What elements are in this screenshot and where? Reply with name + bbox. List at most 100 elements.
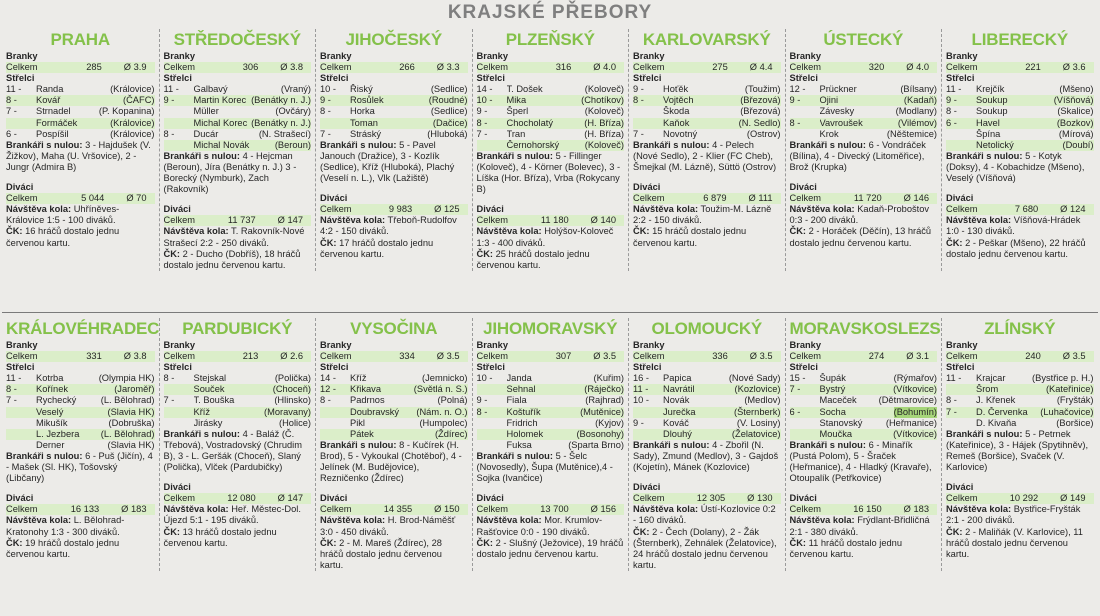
region-panel: MORAVSKOSLEZSKÝBrankyCelkem274Ø 3.1Střel… <box>784 318 941 571</box>
region-panel: STŘEDOČESKÝ Branky Celkem 306 Ø 3.8 Střelci 11… <box>158 29 316 271</box>
strelci-heading: Střelci <box>476 73 505 84</box>
scorer-name: Pikl <box>350 417 365 428</box>
goals-average: Ø 3.5 <box>436 351 460 362</box>
goals-row: Celkem 306 Ø 3.8 <box>163 62 311 74</box>
scorer-club: (Mšeno) <box>1059 84 1094 95</box>
celkem-label: Celkem <box>789 62 822 73</box>
scorer-club: (Benátky n. J.) <box>251 95 311 106</box>
scorer-goals: 11 - <box>946 373 962 384</box>
ck-label: ČK: <box>163 526 181 537</box>
scorer-row: Derner (Slavia HK) <box>6 440 155 451</box>
divaci-heading: Diváci <box>320 193 348 204</box>
region-title: STŘEDOČESKÝ <box>173 30 301 49</box>
scorer-name: Dlouhý <box>663 428 692 439</box>
shutouts-label: Brankáři s nulou: <box>633 439 710 450</box>
celkem-label: Celkem <box>476 351 509 362</box>
spacer <box>946 473 1094 482</box>
ck-label: ČK: <box>633 526 650 537</box>
region-title: OLOMOUCKÝ <box>651 319 763 338</box>
strelci-heading: Střelci <box>163 362 192 373</box>
region-title: LIBERECKÝ <box>971 30 1069 49</box>
navsteva-value: Mor. Krumlov-Rašťovice 0:0 - 190 diváků. <box>476 515 603 537</box>
scorer-goals: 7 - <box>946 406 957 417</box>
scorer-name: Fridrich <box>506 417 538 428</box>
scorer-name: Derner <box>36 439 65 450</box>
scorer-club: (Polička) <box>274 373 311 384</box>
goals-average: Ø 3.5 <box>593 351 616 362</box>
scorer-name: Ojini <box>819 95 839 106</box>
goals-average: Ø 3.5 <box>749 351 773 362</box>
scorer-club: (Ráječko) <box>584 384 624 395</box>
scorer-club: (Sedlice) <box>430 106 468 117</box>
scorer-goals: 9 - <box>946 95 957 106</box>
goals-total: 307 <box>555 351 572 362</box>
branky-heading: Branky <box>946 340 978 350</box>
branky-heading: Branky <box>6 340 38 350</box>
celkem-label: Celkem <box>633 62 665 73</box>
scorer-club: (Kuřim) <box>593 373 624 384</box>
region-panel: VYSOČINA Branky Celkem 334 Ø 3.5 Střelci 14 -K… <box>315 318 472 571</box>
scorer-club: (Rýmařov) <box>893 373 937 384</box>
goals-total: 320 <box>868 62 885 73</box>
scorer-row: 9 - Šperl (Kolovеč) <box>477 106 625 117</box>
attendance-row: Celkem 11 180 Ø 140 <box>476 215 624 227</box>
scorer-name: D. Červenka <box>976 406 1028 417</box>
region-title: KARLOVARSKÝ <box>642 30 771 49</box>
navsteva-label: Návštěva kola: <box>320 515 386 526</box>
page-title: KRAJSKÉ PŘEBORY <box>447 2 653 23</box>
scorer-club: (Luhačovice) <box>1040 406 1094 417</box>
region-panel: OLOMOUCKÝ Branky Celkem 336 Ø 3.5 Střelci 16 -… <box>628 318 785 571</box>
scorer-goals <box>6 418 36 429</box>
region-panel: PLZEŇSKÝ Branky Celkem 316 Ø 4.0 Střelci 14 -T… <box>471 29 629 271</box>
attendance-average: Ø 183 <box>903 504 929 515</box>
scorer-club: (Olympia HK) <box>98 373 155 384</box>
attendance-total: 16 150 <box>853 504 882 515</box>
scorer-goals: 9 - <box>163 95 175 106</box>
scorer-row: 16 - Papica (Nové Sady) <box>633 373 781 384</box>
shutouts-value: 5 - Fillinger (Kolovеč), 4 - Körner (Bol… <box>476 150 621 195</box>
region-title: KRÁLOVÉHRADECKÝ <box>6 319 159 338</box>
ck-label: ČK: <box>789 226 807 237</box>
scorer-name: Krajcar <box>976 373 1006 384</box>
scorer-name: Fuksa <box>506 439 532 450</box>
goals-average: Ø 4.0 <box>593 62 616 73</box>
attendance-average: Ø 124 <box>1060 204 1086 215</box>
scorer-row: Netolický (Doubí) <box>946 139 1094 151</box>
shutouts-value: 4 - Pelech (Nové Sedlo), 2 - Klier (FC C… <box>633 139 777 172</box>
branky-heading: Branky <box>320 51 352 61</box>
goals-average: Ø 3.3 <box>436 62 460 73</box>
ck-value: 19 hráčů dostalo jednu červenou kartu. <box>6 537 120 559</box>
scorer-name: Novák <box>663 395 690 406</box>
scorer-name: Hoťěk <box>663 84 689 95</box>
scorer-club: (N. Sedlo) <box>738 117 781 128</box>
regions-row-1: PRAHA Branky Celkem 285 Ø 3.9 Střelci 11 - Rand… <box>2 29 1098 271</box>
scorer-row: 11 - Navrátil (Kozlovice) <box>633 384 781 396</box>
attendance-row: Celkem 13 700 Ø 156 <box>476 504 624 516</box>
scorer-row: Krok (Něštemice) <box>790 129 938 140</box>
attendance-average: Ø 149 <box>1060 493 1086 504</box>
scorer-goals: 8 - <box>320 395 331 406</box>
scorer-name: Michal Korec <box>193 117 248 128</box>
branky-heading: Branky <box>320 340 352 350</box>
scorer-name: Stanovský <box>819 417 863 428</box>
celkem-label: Celkem <box>633 193 665 204</box>
region-panel: PARDUBICKÝ Branky Celkem 213 Ø 2.6 Střelci 8 -… <box>158 318 316 571</box>
scorer-goals: 9 - <box>476 395 488 406</box>
goals-total: 285 <box>86 62 102 73</box>
attendance-total: 14 355 <box>383 504 413 515</box>
celkem-label: Celkem <box>476 215 509 226</box>
shutouts-text: Brankáři s nulou: 6 - Puš (Jičín), 4 - M… <box>6 451 155 484</box>
scorer-row: Pátek (Ždírec) <box>320 428 468 440</box>
navsteva-value: Bystřice-Fryšták 2:1 - 200 diváků. <box>946 504 1081 526</box>
scorer-club: (Kozlovice) <box>734 384 781 395</box>
divaci-heading: Diváci <box>946 193 974 204</box>
ck-label: ČK: <box>320 537 337 548</box>
scorer-club: (Březová) <box>740 95 781 106</box>
scorer-goals: 16 - <box>633 373 650 384</box>
scorer-club: (N. Strašecí) <box>258 128 311 139</box>
ck-label: ČK: <box>6 226 23 237</box>
scorer-goals <box>790 395 820 406</box>
scorer-club: (Modlany) <box>895 106 937 117</box>
scorer-goals <box>477 140 507 151</box>
navsteva-label: Návštěva kola: <box>476 515 542 526</box>
